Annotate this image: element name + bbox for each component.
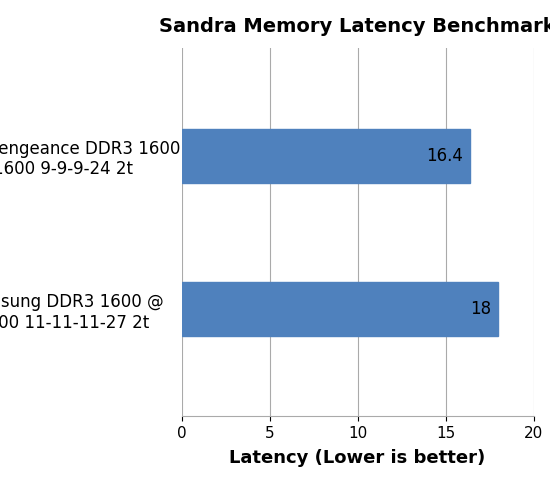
Bar (182, 129, 470, 182)
X-axis label: Latency (Lower is better): Latency (Lower is better) (229, 449, 486, 467)
Bar (182, 282, 498, 336)
Title: Sandra Memory Latency Benchmark: Sandra Memory Latency Benchmark (159, 17, 550, 36)
Text: 18: 18 (470, 300, 491, 318)
Text: 16.4: 16.4 (426, 147, 463, 165)
